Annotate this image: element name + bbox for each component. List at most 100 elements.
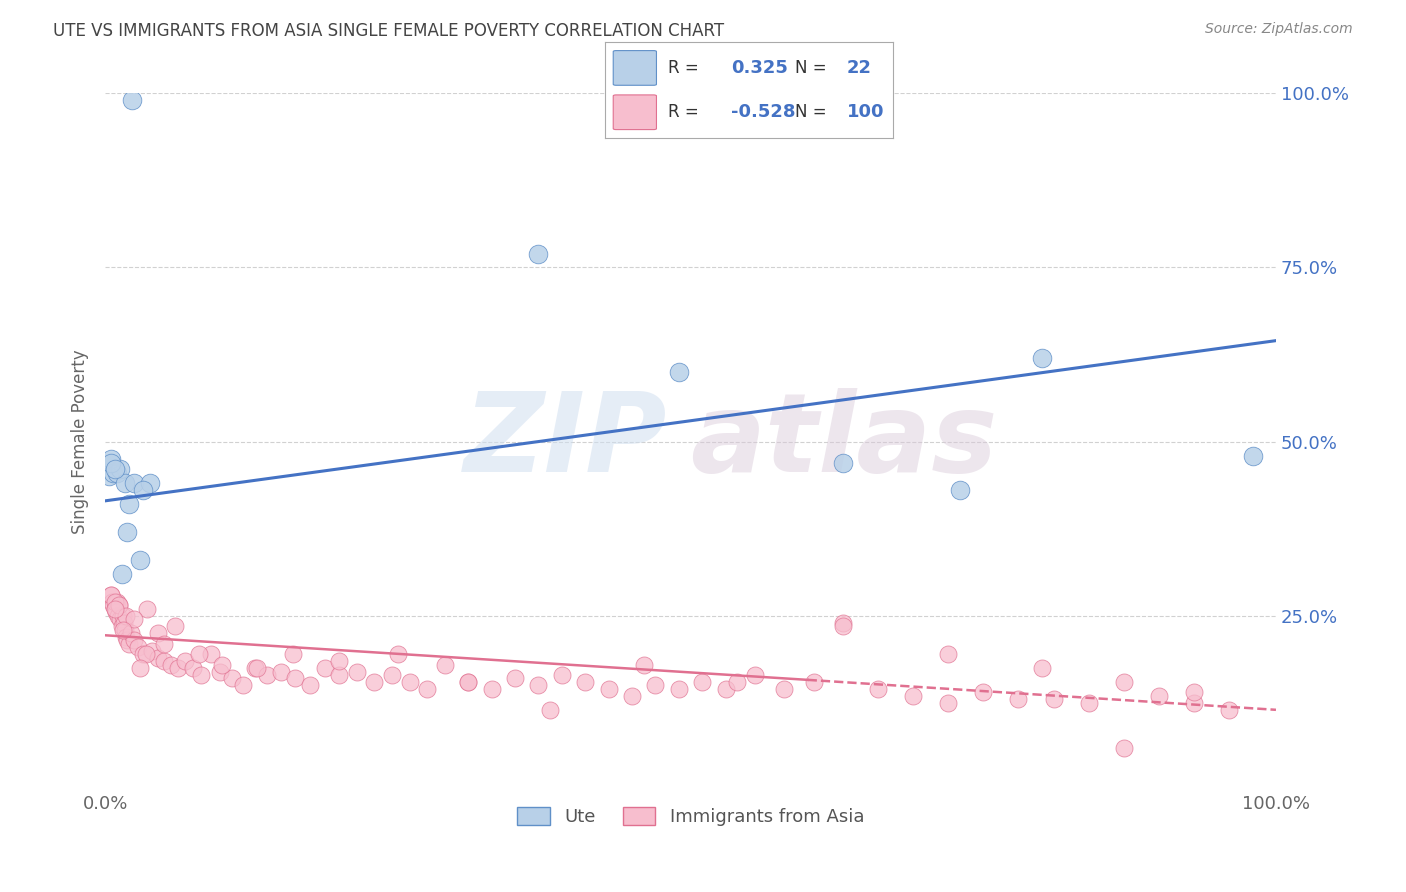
Point (457, 675, 479, 690)
Point (387, 647, 409, 661)
Point (111, 623, 134, 637)
Point (773, 681, 796, 696)
Point (166, 661, 188, 675)
Point (866, 681, 889, 696)
Point (115, 608, 138, 623)
Text: R =: R = (668, 103, 699, 121)
Point (211, 657, 233, 672)
Text: N =: N = (794, 103, 827, 121)
Point (243, 661, 266, 675)
Point (141, 643, 163, 657)
Y-axis label: Single Female Poverty: Single Female Poverty (72, 350, 89, 534)
Point (481, 681, 503, 696)
Point (127, 640, 149, 654)
Point (121, 93, 143, 107)
Point (117, 525, 139, 540)
Point (146, 626, 169, 640)
Point (117, 637, 139, 651)
Point (1182, 696, 1205, 710)
Point (538, 703, 561, 717)
Point (190, 668, 212, 682)
Point (256, 668, 278, 682)
Point (110, 462, 132, 476)
Point (457, 675, 479, 690)
Point (117, 497, 139, 511)
Point (633, 657, 655, 672)
Point (100, 452, 122, 467)
Point (115, 630, 138, 644)
Point (129, 661, 152, 675)
Point (527, 678, 550, 692)
Point (114, 623, 136, 637)
Point (744, 668, 766, 682)
Point (108, 599, 131, 613)
Point (131, 483, 153, 498)
Point (1112, 675, 1135, 690)
Point (187, 647, 209, 661)
Point (314, 661, 336, 675)
Point (503, 672, 526, 686)
Text: UTE VS IMMIGRANTS FROM ASIA SINGLE FEMALE POVERTY CORRELATION CHART: UTE VS IMMIGRANTS FROM ASIA SINGLE FEMAL… (53, 22, 724, 40)
Text: 0.325: 0.325 (731, 59, 789, 77)
Point (103, 595, 125, 609)
Point (346, 665, 368, 679)
Point (101, 595, 124, 609)
Point (398, 675, 420, 690)
Point (104, 605, 127, 619)
Point (527, 246, 550, 260)
Point (103, 602, 125, 616)
Point (1218, 703, 1240, 717)
Point (97, 469, 120, 483)
Point (949, 483, 972, 498)
Point (103, 602, 125, 616)
Point (714, 681, 737, 696)
Text: atlas: atlas (690, 388, 998, 495)
Text: 22: 22 (846, 59, 872, 77)
Point (135, 647, 157, 661)
Point (690, 675, 713, 690)
Point (1031, 661, 1053, 675)
Point (901, 689, 924, 703)
Point (1031, 351, 1053, 365)
Point (100, 588, 122, 602)
Point (803, 675, 825, 690)
Point (1007, 692, 1029, 706)
Point (668, 681, 690, 696)
Point (725, 675, 748, 690)
Point (936, 647, 959, 661)
Point (136, 602, 159, 616)
Point (131, 647, 153, 661)
Point (1182, 685, 1205, 699)
Point (221, 672, 243, 686)
Point (181, 661, 204, 675)
Point (165, 619, 187, 633)
Point (668, 365, 690, 379)
Point (270, 665, 292, 679)
Point (1042, 692, 1064, 706)
Point (381, 668, 404, 682)
Point (159, 657, 181, 672)
FancyBboxPatch shape (613, 51, 657, 86)
Point (111, 608, 134, 623)
Point (100, 588, 122, 602)
Point (200, 647, 222, 661)
Text: -0.528: -0.528 (731, 103, 796, 121)
Text: ZIP: ZIP (464, 388, 668, 495)
Point (103, 599, 125, 613)
Point (173, 654, 195, 668)
FancyBboxPatch shape (613, 95, 657, 129)
Point (110, 566, 132, 581)
Point (621, 689, 644, 703)
Point (299, 678, 322, 692)
Point (107, 608, 129, 623)
Text: Source: ZipAtlas.com: Source: ZipAtlas.com (1205, 22, 1353, 37)
Point (1147, 689, 1170, 703)
Point (124, 476, 146, 491)
Point (124, 612, 146, 626)
Point (1077, 696, 1099, 710)
Point (1112, 741, 1135, 756)
Point (232, 678, 254, 692)
Point (105, 466, 128, 480)
Point (644, 678, 666, 692)
Point (831, 456, 853, 470)
